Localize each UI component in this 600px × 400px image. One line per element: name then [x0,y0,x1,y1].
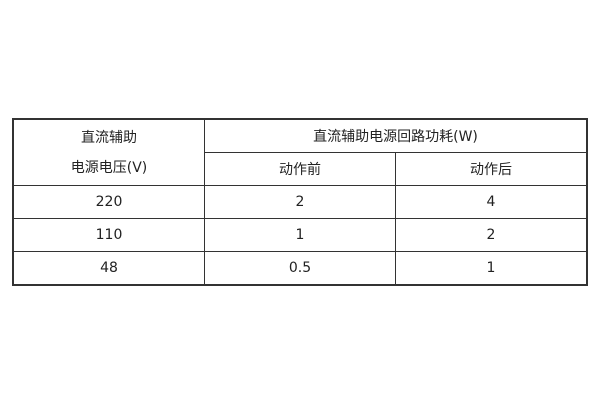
after-header: 动作后 [395,152,588,186]
header-row: 直流辅助电源电压(V) 直流辅助电源回路功耗(W) [12,118,588,186]
before-cell: 1 [204,218,396,252]
before-header: 动作前 [204,152,396,186]
power-header: 直流辅助电源回路功耗(W) [204,118,588,153]
before-cell: 2 [204,185,396,219]
power-consumption-table: 直流辅助电源电压(V) 直流辅助电源回路功耗(W) 动作前 动作后 220 2 … [12,118,588,286]
voltage-cell: 110 [12,218,205,252]
after-cell: 2 [395,218,588,252]
voltage-cell: 220 [12,185,205,219]
before-cell: 0.5 [204,251,396,286]
voltage-cell: 48 [12,251,205,286]
voltage-header: 直流辅助电源电压(V) [12,118,205,186]
voltage-header-line1: 直流辅助 [81,129,137,146]
voltage-header-line2: 电源电压(V) [70,159,148,176]
table-row: 220 2 4 [12,185,588,219]
after-cell: 4 [395,185,588,219]
after-cell: 1 [395,251,588,286]
table-row: 110 1 2 [12,218,588,252]
table-row: 48 0.5 1 [12,251,588,286]
subheader-row: 动作前 动作后 [13,152,588,186]
